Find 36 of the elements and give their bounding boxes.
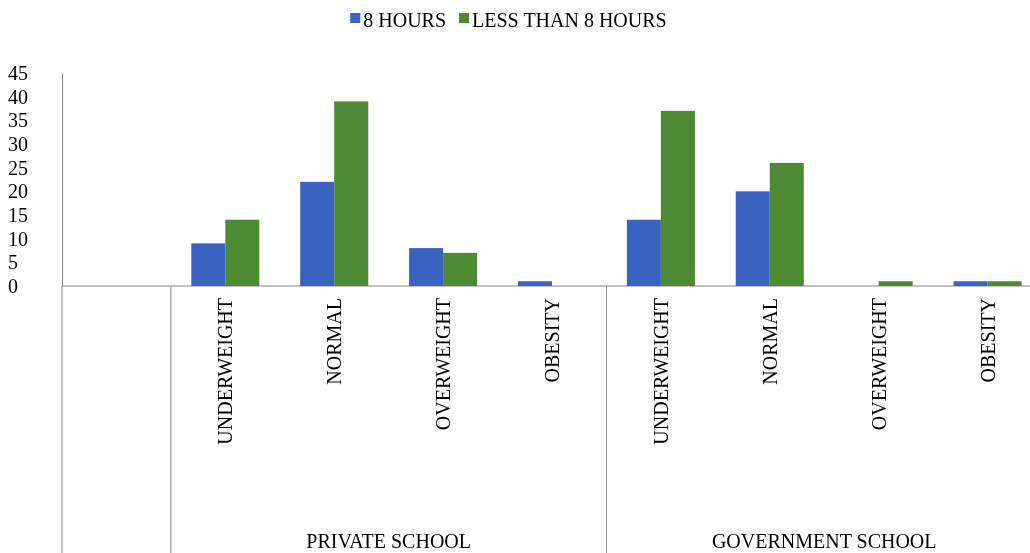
bar — [443, 252, 478, 286]
bar — [225, 219, 260, 286]
y-tick-label: 15 — [8, 203, 28, 226]
y-tick-label: 40 — [8, 85, 28, 108]
y-tick-label: 30 — [8, 132, 28, 155]
bar — [300, 181, 335, 286]
bar — [334, 101, 369, 286]
bar — [953, 281, 988, 286]
x-tick-label: UNDERWEIGHT — [649, 298, 672, 445]
y-tick-label: 0 — [8, 274, 18, 297]
x-tick-label: OVERWEIGHT — [432, 298, 455, 431]
x-tick-label: NORMAL — [323, 298, 346, 385]
y-tick-label: 5 — [8, 251, 18, 274]
bar — [735, 191, 770, 286]
y-tick-label: 25 — [8, 156, 28, 179]
legend-label: LESS THAN 8 HOURS — [472, 9, 667, 31]
x-tick-label: OBESITY — [976, 298, 999, 383]
x-tick-label: NORMAL — [758, 298, 781, 385]
bar — [517, 281, 552, 286]
y-tick-label: 20 — [8, 180, 28, 203]
bar — [191, 243, 226, 286]
bar — [987, 281, 1022, 286]
x-tick-label: OVERWEIGHT — [867, 298, 890, 431]
bar — [660, 110, 695, 286]
bar — [626, 219, 661, 286]
text: GOVERNMENT SCHOOL — [711, 530, 937, 552]
bar — [409, 248, 444, 286]
x-tick-label: UNDERWEIGHT — [214, 298, 237, 445]
y-tick-label: 45 — [8, 61, 28, 84]
y-tick-label: 35 — [8, 109, 28, 132]
legend-label: 8 HOURS — [363, 9, 447, 31]
bar — [878, 281, 913, 286]
text: PRIVATE SCHOOL — [306, 530, 471, 552]
y-tick-label: 10 — [8, 227, 28, 250]
bar — [769, 162, 804, 286]
x-tick-label: OBESITY — [541, 298, 563, 383]
